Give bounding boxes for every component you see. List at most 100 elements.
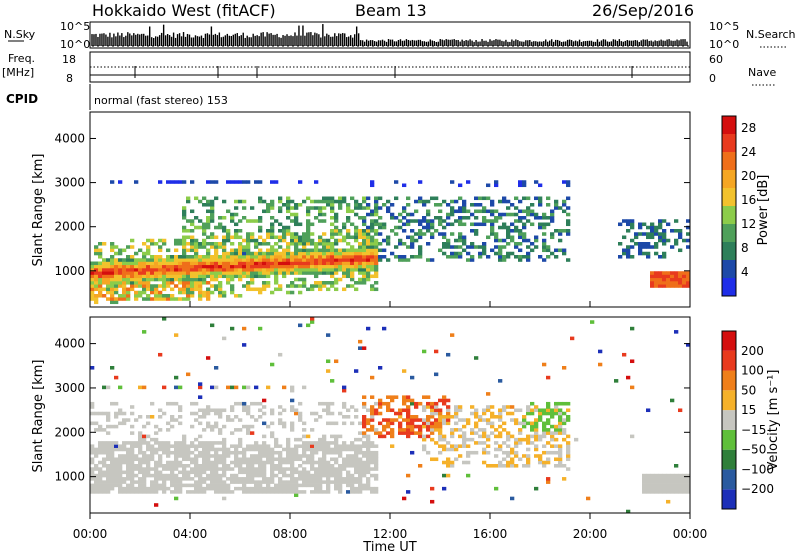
- colorbar-bin: [722, 410, 736, 430]
- range-gate-cell: [538, 457, 543, 462]
- range-gate-cell: [222, 235, 227, 240]
- range-gate-cell: [198, 434, 203, 439]
- range-gate-cell: [462, 248, 467, 253]
- range-gate-cell: [282, 255, 287, 259]
- range-gate-cell: [110, 464, 115, 468]
- range-gate-cell: [502, 441, 507, 445]
- range-gate-cell: [254, 401, 259, 406]
- range-gate-cell: [270, 362, 275, 367]
- range-gate-cell: [462, 441, 467, 445]
- range-gate-cell: [398, 238, 403, 243]
- range-gate-cell: [286, 209, 291, 214]
- range-gate-cell: [214, 480, 219, 484]
- range-gate-cell: [250, 424, 255, 429]
- range-gate-cell: [366, 477, 371, 481]
- range-gate-cell: [398, 428, 403, 432]
- range-gate-cell: [178, 290, 183, 295]
- range-gate-cell: [190, 261, 195, 266]
- range-gate-cell: [234, 385, 239, 390]
- nsky-label: N.Sky: [4, 28, 36, 41]
- range-gate-cell: [298, 470, 303, 475]
- range-gate-cell: [326, 261, 331, 266]
- range-gate-cell: [210, 408, 215, 413]
- range-gate-cell: [114, 424, 119, 429]
- range-gate-cell: [102, 281, 107, 285]
- range-gate-cell: [502, 212, 507, 217]
- range-gate-cell: [258, 408, 263, 413]
- range-gate-cell: [206, 294, 211, 298]
- range-gate-cell: [302, 480, 307, 484]
- range-gate-cell: [206, 444, 211, 448]
- range-gate-cell: [294, 242, 299, 246]
- range-gate-cell: [542, 216, 547, 220]
- range-gate-cell: [398, 219, 403, 223]
- range-gate-cell: [146, 238, 151, 243]
- range-gate-cell: [446, 216, 451, 220]
- range-gate-cell: [234, 428, 239, 432]
- range-gate-cell: [214, 274, 219, 279]
- range-gate-cell: [406, 415, 411, 419]
- range-gate-cell: [166, 477, 171, 481]
- range-gate-cell: [374, 401, 379, 406]
- range-gate-cell: [322, 437, 327, 442]
- range-gate-cell: [218, 477, 223, 481]
- range-gate-cell: [106, 415, 111, 419]
- range-gate-cell: [150, 490, 155, 494]
- range-gate-cell: [498, 248, 503, 253]
- range-gate-cell: [190, 483, 195, 488]
- range-gate-cell: [166, 284, 171, 288]
- range-gate-cell: [514, 229, 519, 233]
- range-gate-cell: [362, 464, 367, 468]
- range-gate-cell: [126, 447, 131, 452]
- range-gate-cell: [190, 258, 195, 262]
- range-gate-cell: [554, 428, 559, 432]
- range-gate-cell: [226, 229, 231, 233]
- range-gate-cell: [134, 274, 139, 279]
- range-gate-cell: [350, 441, 355, 445]
- range-gate-cell: [674, 483, 679, 488]
- range-gate-cell: [262, 255, 267, 259]
- range-gate-cell: [174, 277, 179, 282]
- range-gate-cell: [326, 271, 331, 275]
- range-gate-cell: [386, 418, 391, 422]
- range-gate-cell: [186, 372, 191, 377]
- velocity-cbar-tick: 200: [741, 344, 764, 358]
- range-gate-cell: [258, 326, 263, 331]
- range-gate-cell: [326, 238, 331, 243]
- range-gate-cell: [202, 281, 207, 285]
- range-gate-cell: [374, 199, 379, 204]
- range-gate-cell: [390, 212, 395, 217]
- range-gate-cell: [322, 245, 327, 249]
- range-gate-cell: [150, 242, 155, 246]
- range-gate-cell: [138, 470, 143, 475]
- range-gate-cell: [198, 395, 203, 399]
- range-gate-cell: [118, 490, 123, 494]
- range-gate-cell: [114, 287, 119, 292]
- range-gate-cell: [322, 447, 327, 452]
- range-gate-cell: [542, 411, 547, 416]
- range-gate-cell: [474, 232, 479, 236]
- range-gate-cell: [226, 450, 231, 455]
- range-gate-cell: [418, 464, 423, 468]
- range-gate-cell: [354, 437, 359, 442]
- range-gate-cell: [334, 473, 339, 478]
- range-gate-cell: [194, 480, 199, 484]
- range-gate-cell: [318, 284, 323, 288]
- range-gate-cell: [294, 212, 299, 217]
- range-gate-cell: [550, 219, 555, 223]
- range-gate-cell: [118, 261, 123, 266]
- range-gate-cell: [122, 441, 127, 445]
- range-gate-cell: [530, 411, 535, 416]
- range-gate-cell: [210, 460, 215, 465]
- range-gate-cell: [330, 379, 335, 383]
- range-gate-cell: [522, 235, 527, 240]
- power-cbar-tick: 4: [741, 265, 749, 279]
- range-gate-cell: [366, 408, 371, 413]
- range-gate-cell: [626, 229, 631, 233]
- colorbar-bin: [722, 489, 736, 509]
- range-gate-cell: [342, 388, 347, 393]
- range-gate-cell: [558, 238, 563, 243]
- range-gate-cell: [278, 464, 283, 468]
- range-gate-cell: [338, 196, 343, 201]
- range-gate-cell: [374, 408, 379, 413]
